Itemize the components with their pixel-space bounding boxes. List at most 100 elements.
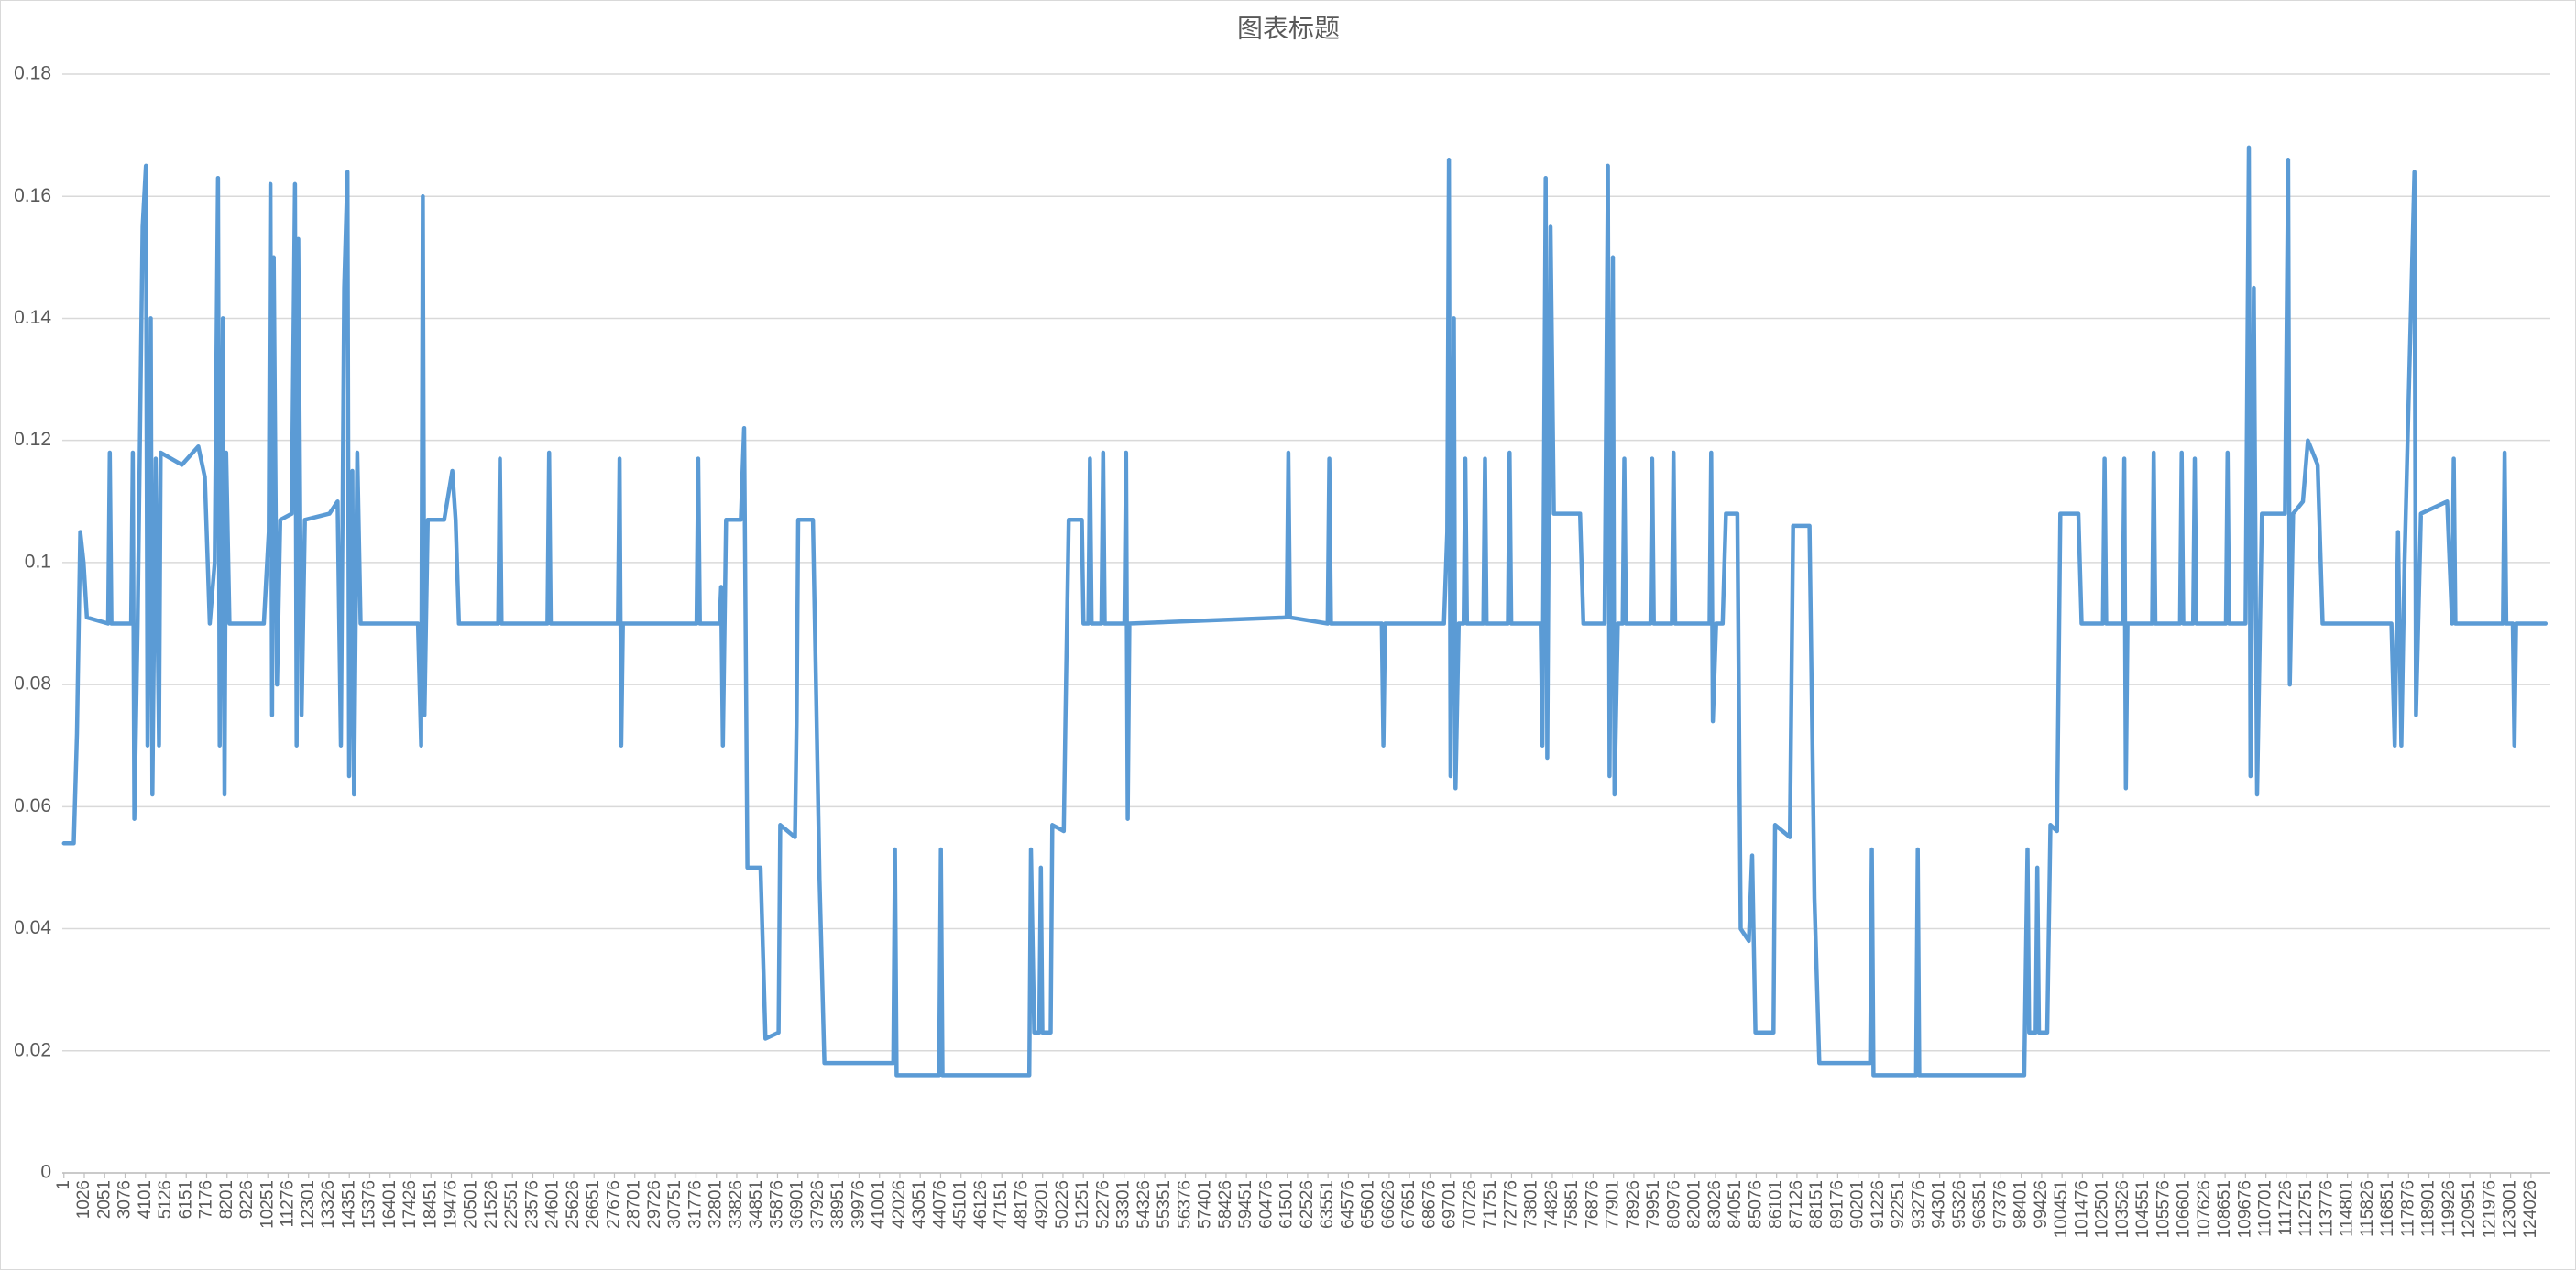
x-tick-label: 88151 bbox=[1807, 1180, 1826, 1229]
y-tick-label: 0.16 bbox=[14, 185, 51, 206]
x-tick-label: 7176 bbox=[197, 1180, 216, 1219]
x-tick-label: 43051 bbox=[910, 1180, 929, 1229]
x-tick-label: 97376 bbox=[1990, 1180, 2010, 1229]
x-tick-label: 113776 bbox=[2317, 1180, 2336, 1237]
x-tick-label: 35876 bbox=[767, 1180, 786, 1229]
x-tick-label: 91226 bbox=[1869, 1180, 1888, 1229]
x-tick-label: 64576 bbox=[1338, 1180, 1357, 1229]
x-tick-label: 11276 bbox=[279, 1180, 298, 1227]
x-tick-label: 14351 bbox=[339, 1180, 358, 1229]
x-tick-label: 99426 bbox=[2032, 1180, 2051, 1229]
x-tick-label: 38951 bbox=[828, 1180, 848, 1229]
x-tick-label: 51251 bbox=[1073, 1180, 1092, 1229]
x-tick-label: 90201 bbox=[1848, 1180, 1868, 1229]
x-tick-label: 80976 bbox=[1664, 1180, 1683, 1229]
x-tick-label: 54326 bbox=[1135, 1180, 1154, 1229]
x-tick-label: 94301 bbox=[1930, 1180, 1949, 1229]
x-tick-label: 104551 bbox=[2133, 1180, 2153, 1238]
x-tick-label: 89176 bbox=[1827, 1180, 1847, 1229]
x-tick-label: 30751 bbox=[665, 1180, 685, 1229]
x-tick-label: 46126 bbox=[971, 1180, 991, 1229]
x-tick-label: 78926 bbox=[1624, 1180, 1643, 1229]
x-tick-label: 18451 bbox=[421, 1180, 440, 1229]
x-tick-label: 3076 bbox=[115, 1180, 135, 1219]
x-tick-label: 62526 bbox=[1298, 1180, 1317, 1229]
x-tick-label: 69701 bbox=[1441, 1180, 1460, 1229]
x-tick-label: 87126 bbox=[1787, 1180, 1806, 1229]
x-tick-label: 123001 bbox=[2501, 1180, 2520, 1238]
x-tick-label: 93276 bbox=[1909, 1180, 1928, 1229]
x-tick-label: 119926 bbox=[2439, 1180, 2459, 1237]
y-tick-label: 0.12 bbox=[14, 429, 51, 450]
x-tick-label: 86101 bbox=[1767, 1180, 1786, 1229]
y-tick-label: 0 bbox=[40, 1162, 51, 1183]
x-tick-label: 31776 bbox=[685, 1180, 705, 1229]
y-tick-label: 0.04 bbox=[14, 917, 51, 938]
x-tick-label: 117876 bbox=[2398, 1180, 2417, 1237]
x-tick-label: 33826 bbox=[727, 1180, 746, 1229]
x-tick-label: 77901 bbox=[1604, 1180, 1623, 1229]
x-tick-label: 102501 bbox=[2093, 1180, 2112, 1238]
x-tick-label: 16401 bbox=[380, 1180, 400, 1229]
x-tick-label: 10251 bbox=[258, 1180, 277, 1229]
x-tick-label: 47151 bbox=[992, 1180, 1011, 1229]
x-tick-label: 57401 bbox=[1196, 1180, 1215, 1229]
x-tick-label: 13326 bbox=[319, 1180, 338, 1229]
x-tick-label: 27676 bbox=[604, 1180, 623, 1229]
x-tick-label: 44076 bbox=[930, 1180, 949, 1229]
x-tick-label: 21526 bbox=[482, 1180, 501, 1229]
x-tick-label: 105576 bbox=[2154, 1180, 2173, 1238]
x-tick-label: 118901 bbox=[2419, 1180, 2439, 1237]
x-tick-label: 61501 bbox=[1277, 1180, 1297, 1229]
x-tick-label: 17426 bbox=[400, 1180, 420, 1229]
x-tick-label: 29726 bbox=[645, 1180, 664, 1229]
x-tick-label: 20501 bbox=[462, 1180, 481, 1229]
x-tick-label: 108651 bbox=[2215, 1180, 2234, 1238]
x-tick-label: 25626 bbox=[564, 1180, 583, 1229]
chart-title: 图表标题 bbox=[1237, 14, 1340, 42]
y-tick-label: 0.18 bbox=[14, 63, 51, 84]
x-tick-label: 112751 bbox=[2296, 1180, 2316, 1237]
y-tick-label: 0.06 bbox=[14, 795, 51, 816]
x-tick-label: 83026 bbox=[1705, 1180, 1725, 1229]
x-tick-label: 82001 bbox=[1685, 1180, 1705, 1229]
y-tick-label: 0.08 bbox=[14, 673, 51, 695]
x-tick-label: 48176 bbox=[1012, 1180, 1031, 1229]
x-tick-label: 12301 bbox=[299, 1180, 318, 1229]
x-tick-label: 79951 bbox=[1644, 1180, 1663, 1229]
y-tick-label: 0.14 bbox=[14, 307, 51, 328]
x-tick-label: 65601 bbox=[1359, 1180, 1378, 1229]
y-tick-label: 0.1 bbox=[25, 551, 51, 572]
x-tick-label: 84051 bbox=[1726, 1180, 1745, 1229]
x-tick-label: 32801 bbox=[707, 1180, 726, 1229]
x-tick-label: 75851 bbox=[1562, 1180, 1582, 1229]
x-tick-label: 60476 bbox=[1256, 1180, 1276, 1229]
x-tick-label: 103526 bbox=[2113, 1180, 2132, 1238]
x-tick-label: 49201 bbox=[1033, 1180, 1052, 1229]
x-tick-label: 56376 bbox=[1175, 1180, 1194, 1229]
x-tick-label: 1 bbox=[54, 1180, 73, 1190]
x-tick-label: 73801 bbox=[1522, 1180, 1541, 1229]
x-tick-label: 120951 bbox=[2460, 1180, 2479, 1238]
x-tick-label: 36901 bbox=[788, 1180, 807, 1229]
x-tick-label: 15376 bbox=[360, 1180, 379, 1229]
x-tick-label: 121976 bbox=[2480, 1180, 2499, 1238]
x-tick-label: 110701 bbox=[2256, 1180, 2275, 1237]
x-tick-label: 5126 bbox=[156, 1180, 175, 1219]
x-tick-label: 41001 bbox=[870, 1180, 889, 1229]
data-line bbox=[61, 145, 2549, 1078]
x-tick-label: 124026 bbox=[2521, 1180, 2540, 1238]
x-tick-label: 109676 bbox=[2235, 1180, 2254, 1238]
x-tick-label: 1026 bbox=[74, 1180, 93, 1219]
x-tick-label: 92251 bbox=[1889, 1180, 1908, 1229]
x-tick-label: 26651 bbox=[584, 1180, 603, 1229]
x-tick-label: 45101 bbox=[951, 1180, 970, 1229]
x-tick-label: 106601 bbox=[2175, 1180, 2194, 1238]
x-tick-label: 98401 bbox=[2011, 1180, 2031, 1229]
x-tick-label: 66626 bbox=[1379, 1180, 1398, 1229]
x-tick-label: 107626 bbox=[2195, 1180, 2214, 1238]
x-tick-label: 59451 bbox=[1236, 1180, 1255, 1229]
x-tick-label: 19476 bbox=[442, 1180, 461, 1229]
